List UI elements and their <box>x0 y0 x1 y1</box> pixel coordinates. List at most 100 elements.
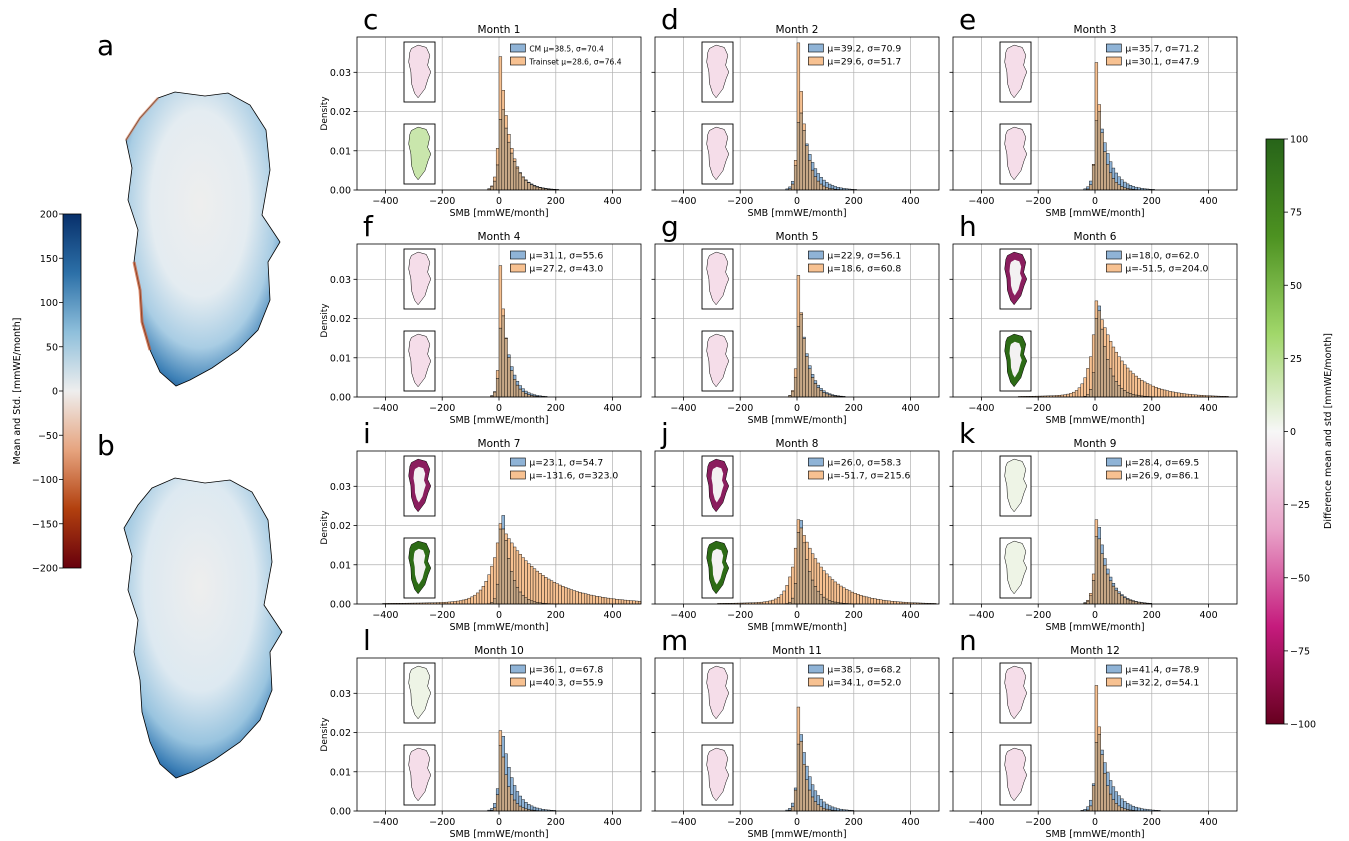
panel-letter: j <box>660 417 669 450</box>
hist-bar-trainset <box>513 158 517 162</box>
hist-bar-trainset <box>566 588 571 605</box>
legend-label: μ=41.4, σ=78.9 <box>1125 665 1199 676</box>
margin-melt-a2 <box>124 97 159 141</box>
hist-bar-cm <box>535 807 539 811</box>
x-axis-label: SMB [mmWE/month] <box>449 415 548 426</box>
hist-bar-overlap <box>504 338 508 398</box>
hist-bar-overlap <box>1100 553 1104 605</box>
hist-bar-overlap <box>521 391 525 398</box>
hist-bar-trainset <box>1126 367 1130 393</box>
hist-bar-trainset <box>1151 385 1155 397</box>
hist-bar-trainset <box>847 590 852 604</box>
hist-bar-trainset <box>870 598 874 605</box>
panel-e: e Month 3 −400 −200 0 200 400 SMB [mmWE/month] μ… <box>949 3 1238 219</box>
hist-bar-cm <box>833 807 837 811</box>
hist-bar-cm <box>1120 798 1124 808</box>
inset-std-difference-map <box>999 330 1032 392</box>
hist-bar-trainset <box>558 584 562 605</box>
hist-bar-trainset <box>813 558 818 587</box>
x-tick-label: 200 <box>547 817 565 828</box>
inset-greenland-map <box>408 665 432 720</box>
hist-bar-cm <box>799 734 803 742</box>
left-colorbar-label: Mean and Std. [mmWE/month] <box>12 318 23 465</box>
hist-bar-overlap <box>1089 389 1093 398</box>
hist-bar-overlap <box>1114 381 1118 398</box>
hist-bar-overlap <box>493 807 497 812</box>
hist-bar-cm <box>793 787 798 791</box>
x-tick-label: −400 <box>372 196 398 207</box>
hist-bar-trainset <box>461 599 466 605</box>
hist-bar-overlap <box>504 774 508 812</box>
hist-bar-trainset <box>867 597 872 605</box>
hist-bar-trainset <box>589 594 593 605</box>
hist-bar-cm <box>1123 181 1127 188</box>
hist-bar-trainset <box>802 535 806 544</box>
hist-bar-trainset <box>876 599 880 605</box>
hist-bar-cm <box>1117 176 1121 186</box>
inset-std-difference-map <box>701 123 734 185</box>
hist-bar-trainset <box>1174 392 1178 398</box>
hist-bar-cm <box>808 365 812 370</box>
x-tick-label: 200 <box>547 196 565 207</box>
x-tick-label: 0 <box>794 610 800 621</box>
hist-bar-trainset <box>1094 300 1099 319</box>
legend-label: μ=18.6, σ=60.8 <box>827 264 901 275</box>
panel-letter: h <box>959 210 977 243</box>
hist-bar-trainset <box>1143 381 1147 397</box>
right-colorbar: Difference mean and std [mmWE/month] 100… <box>1265 135 1334 731</box>
hist-bar-overlap <box>507 558 511 605</box>
hist-bar-cm <box>1140 808 1144 811</box>
left-colorbar-tick-label: 50 <box>46 342 58 353</box>
hist-bar-overlap <box>819 594 823 605</box>
hist-bar-overlap <box>1117 385 1121 398</box>
right-colorbar-tick-label: −100 <box>1290 720 1316 731</box>
hist-bar-overlap <box>1111 799 1116 812</box>
hist-bar-overlap <box>1114 803 1118 812</box>
hist-bar-overlap <box>501 315 505 398</box>
hist-bar-overlap <box>825 598 829 605</box>
x-tick-label: −200 <box>429 403 455 414</box>
x-tick-label: 400 <box>1200 403 1218 414</box>
hist-bar-trainset <box>547 578 551 604</box>
x-tick-label: −400 <box>670 610 696 621</box>
hist-bar-overlap <box>813 383 818 398</box>
hist-bar-cm <box>825 803 829 810</box>
hist-bar-trainset <box>498 56 503 120</box>
hist-bar-cm <box>811 784 815 798</box>
hist-bar-trainset <box>1120 360 1124 389</box>
hist-bar-cm <box>836 808 840 811</box>
panel-letter-a: a <box>97 29 114 62</box>
inset-greenland-map <box>408 126 432 181</box>
y-tick-label: 0.00 <box>330 600 351 611</box>
hist-bar-cm <box>1111 583 1116 587</box>
hist-bar-cm <box>833 186 837 190</box>
panel-letter: f <box>363 210 374 243</box>
hist-bar-cm <box>830 185 835 189</box>
hist-bar-cm <box>828 805 832 810</box>
hist-bar-trainset <box>822 570 826 598</box>
hist-bar-overlap <box>808 571 812 605</box>
hist-bar-trainset <box>515 166 520 169</box>
hist-bar-trainset <box>1086 599 1090 602</box>
hist-bar-overlap <box>1108 368 1113 398</box>
hist-bar-overlap <box>791 597 795 605</box>
hist-bar-cm <box>1137 187 1141 190</box>
x-tick-label: 0 <box>496 610 502 621</box>
hist-bar-trainset <box>1134 375 1138 396</box>
legend-swatch <box>808 457 824 467</box>
hist-bar-cm <box>515 791 520 804</box>
inset-mean-difference-map <box>403 455 436 517</box>
hist-bar-trainset <box>1160 388 1164 398</box>
panel-title: Month 10 <box>474 645 524 657</box>
legend: μ=36.1, σ=67.8 μ=40.3, σ=55.9 <box>510 665 603 689</box>
hist-bar-overlap <box>518 805 522 812</box>
hist-bar-trainset <box>507 538 511 559</box>
hist-bar-overlap <box>822 596 826 605</box>
hist-bar-trainset <box>1074 390 1079 398</box>
hist-bar-trainset <box>493 557 497 599</box>
legend: μ=41.4, σ=78.9 μ=32.2, σ=54.1 <box>1106 665 1199 689</box>
hist-bar-trainset <box>584 593 588 605</box>
hist-bar-trainset <box>524 560 528 598</box>
hist-bar-overlap <box>1106 359 1110 398</box>
hist-bar-cm <box>1114 172 1118 183</box>
